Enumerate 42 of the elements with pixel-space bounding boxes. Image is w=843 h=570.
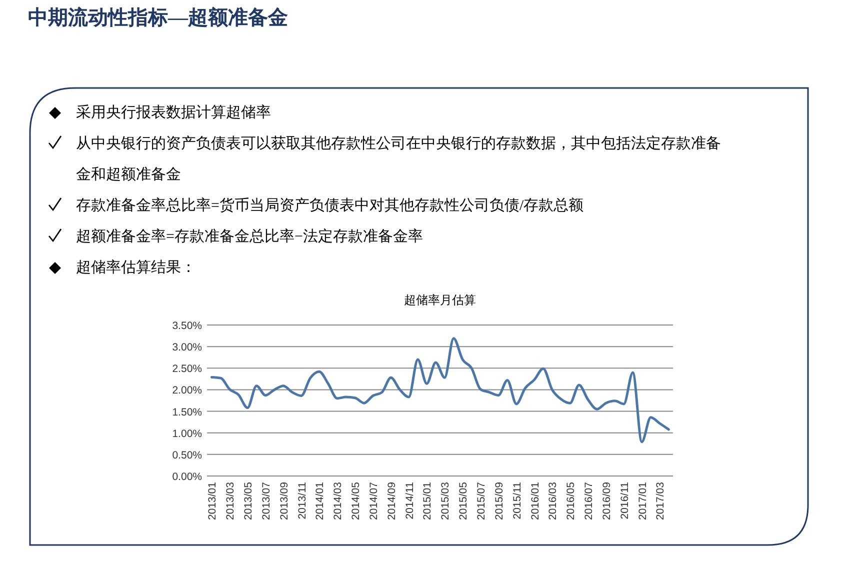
x-tick-label: 2015/05 <box>458 482 470 520</box>
x-tick-label: 2016/09 <box>600 482 613 520</box>
text: 超额准备金率=存款准备金总比率−法定存款准备金率 <box>76 228 423 245</box>
x-tick-label: 2013/03 <box>224 482 237 520</box>
text: 中期流动性指标—超额准备金 <box>28 6 288 29</box>
y-tick-label: 3.00% <box>172 342 202 354</box>
x-tick-label: 2016/03 <box>547 482 560 520</box>
x-tick-label: 2014/09 <box>386 482 398 520</box>
text: 采用央行报表数据计算超储率 <box>76 104 271 121</box>
x-tick-label: 2014/05 <box>350 482 362 520</box>
x-tick-label: 2014/03 <box>332 482 344 520</box>
x-tick-label: 2014/01 <box>314 482 326 520</box>
x-tick-label: 2015/03 <box>440 482 452 520</box>
x-tick-label: 2013/09 <box>278 482 290 520</box>
text: 从中央银行的资产负债表可以获取其他存款性公司在中央银行的存款数据，其中包括法定存款准备金和超额准备金 <box>76 135 721 183</box>
x-tick-label: 2015/11 <box>511 482 524 520</box>
x-tick-label: 2013/01 <box>206 482 219 520</box>
text: 存款准备金率总比率=货币当局资产负债表中对其他存款性公司负债/存款总额 <box>76 197 584 214</box>
y-tick-label: 1.00% <box>172 428 202 440</box>
x-tick-label: 2016/01 <box>529 482 542 520</box>
text: 超储率估算结果： <box>76 259 196 276</box>
x-tick-label: 2015/01 <box>422 482 434 520</box>
x-tick-label: 2013/11 <box>296 482 308 520</box>
line-series <box>210 337 670 444</box>
x-tick-label: 2016/05 <box>565 482 578 520</box>
x-tick-label: 2014/11 <box>404 482 416 520</box>
x-tick-label: 2017/03 <box>654 482 667 520</box>
x-tick-label: 2014/07 <box>368 482 380 520</box>
y-tick-label: 1.50% <box>172 406 202 418</box>
chart-title: 超储率月估算 <box>404 293 476 307</box>
y-tick-label: 0.00% <box>172 471 202 483</box>
y-tick-label: 2.00% <box>172 384 202 397</box>
x-tick-label: 2015/09 <box>493 482 506 520</box>
x-tick-label: 2016/07 <box>583 482 596 520</box>
y-tick-label: 3.50% <box>172 320 202 332</box>
y-tick-label: 2.50% <box>172 363 202 376</box>
x-tick-label: 2013/07 <box>260 482 272 520</box>
x-tick-label: 2013/05 <box>242 482 255 520</box>
x-tick-label: 2016/11 <box>618 482 631 520</box>
x-tick-label: 2015/07 <box>476 482 488 520</box>
x-tick-label: 2017/01 <box>636 482 649 520</box>
y-tick-label: 0.50% <box>172 449 202 462</box>
